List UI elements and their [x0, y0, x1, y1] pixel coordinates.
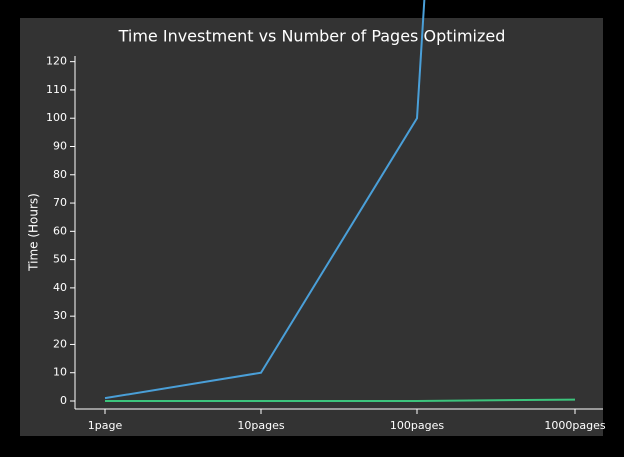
- y-tick-label: 0: [60, 394, 67, 407]
- y-tick-label: 30: [53, 309, 67, 322]
- series-line: [105, 398, 576, 402]
- plot-panel: [20, 18, 603, 436]
- y-tick-label: 120: [46, 55, 67, 68]
- y-tick-label: 50: [53, 253, 67, 266]
- y-tick-label: 40: [53, 281, 67, 294]
- y-tick-label: 60: [53, 224, 67, 237]
- x-tick-label: 1page: [88, 419, 123, 432]
- y-tick-label: 100: [46, 111, 67, 124]
- series-line: [104, 0, 426, 400]
- y-axis-label: Time (Hours): [27, 193, 41, 272]
- y-tick-label: 70: [53, 196, 67, 209]
- chart-title: Time Investment vs Number of Pages Optim…: [118, 27, 506, 46]
- y-tick-label: 80: [53, 168, 67, 181]
- x-tick-label: 100pages: [390, 419, 444, 432]
- y-tick-label: 90: [53, 139, 67, 152]
- y-tick-label: 110: [46, 83, 67, 96]
- x-tick-label: 1000pages: [544, 419, 605, 432]
- y-tick-label: 10: [53, 366, 67, 379]
- y-tick-label: 20: [53, 337, 67, 350]
- x-tick-label: 10pages: [237, 419, 284, 432]
